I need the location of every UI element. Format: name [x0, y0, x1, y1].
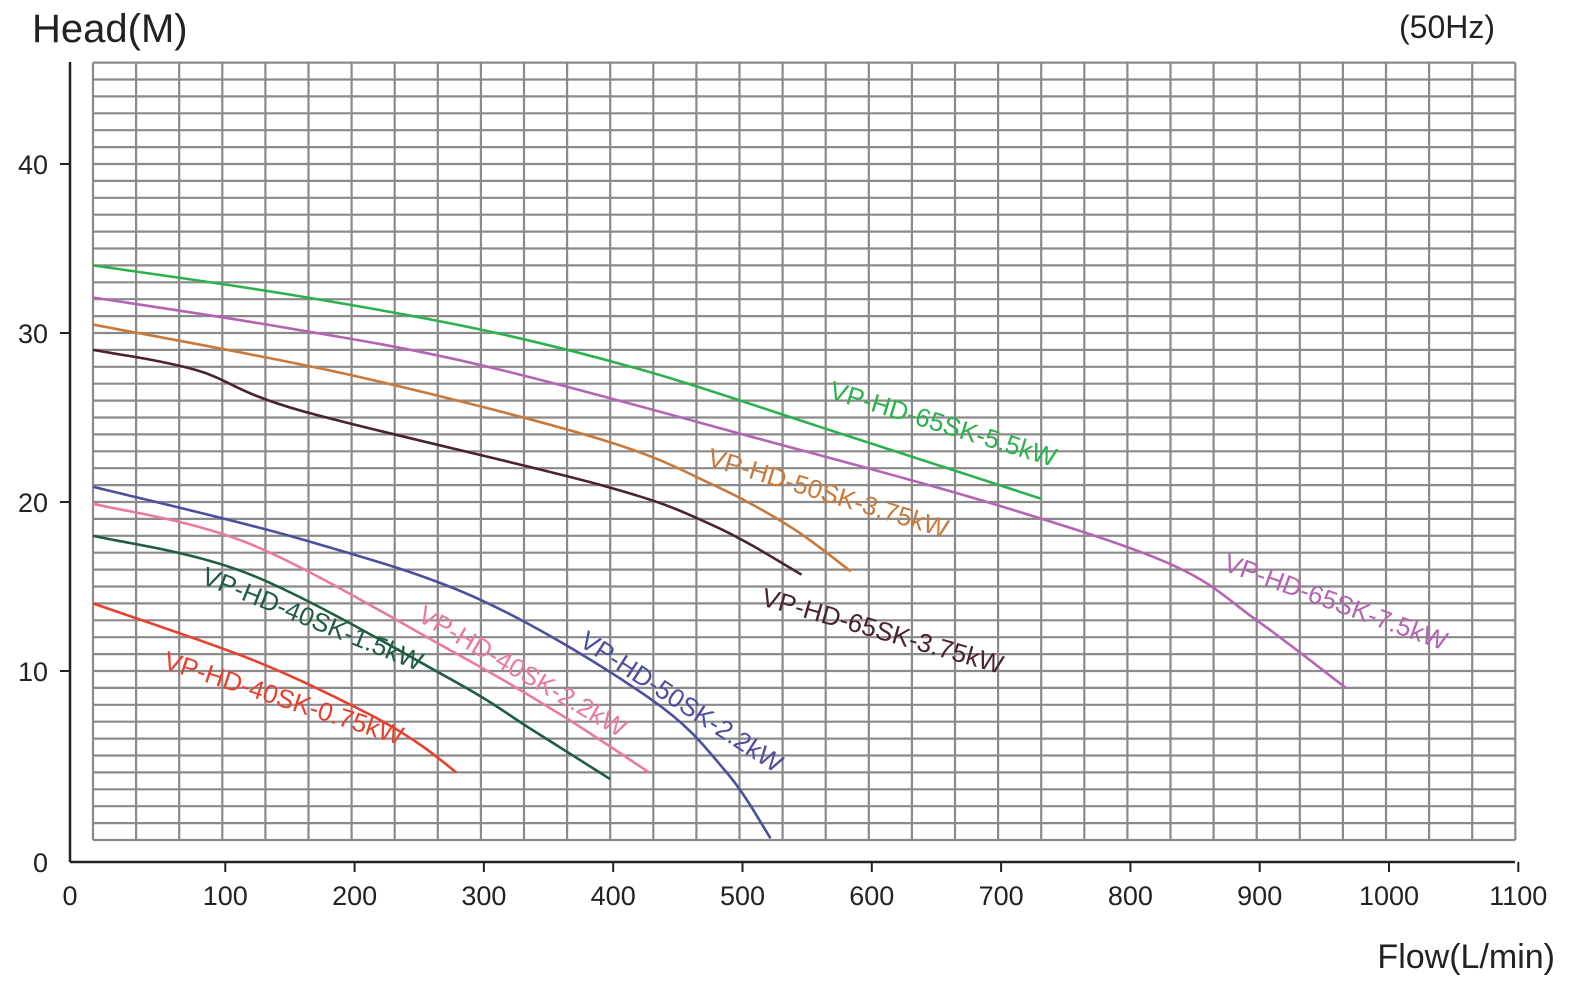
series-label: VP-HD-65SK-7.5kW — [1220, 547, 1452, 656]
x-tick-label: 0 — [62, 881, 77, 911]
series-label: VP-HD-65SK-5.5kW — [826, 375, 1060, 473]
y-tick-label: 40 — [18, 150, 48, 180]
x-tick-label: 300 — [461, 881, 506, 911]
x-tick-label: 1000 — [1359, 881, 1419, 911]
series-label: VP-HD-65SK-3.75kW — [758, 582, 1007, 680]
series-line — [92, 348, 803, 576]
x-tick-label: 100 — [203, 881, 248, 911]
series-line — [92, 264, 1042, 500]
y-tick-label: 10 — [18, 657, 48, 687]
y-tick-label: 20 — [18, 488, 48, 518]
tick-labels: 0 100 200 300 400 500 600 700 800 900 1000 1100 0 10 2… — [18, 150, 1547, 911]
series-line — [92, 534, 611, 781]
frequency-annotation: (50Hz) — [1399, 9, 1495, 45]
series-line — [92, 502, 650, 774]
y-tick-label: 0 — [33, 848, 48, 878]
series-label: VP-HD-40SK-0.75kW — [160, 645, 407, 751]
x-tick-label: 1100 — [1489, 881, 1547, 911]
series-line — [92, 323, 852, 573]
y-axis-label: Head(M) — [32, 7, 188, 51]
series-line — [92, 485, 772, 840]
series-labels: VP-HD-65SK-5.5kWVP-HD-65SK-7.5kWVP-HD-50… — [160, 375, 1452, 778]
x-axis-label: Flow(L/min) — [1377, 938, 1555, 976]
x-tick-label: 700 — [979, 881, 1024, 911]
series-line — [92, 602, 458, 774]
x-tick-label: 600 — [849, 881, 894, 911]
x-tick-label: 800 — [1108, 881, 1153, 911]
x-tick-label: 400 — [591, 881, 636, 911]
x-tick-label: 500 — [720, 881, 765, 911]
x-tick-label: 900 — [1237, 881, 1282, 911]
y-tick-label: 30 — [18, 319, 48, 349]
axes — [60, 62, 1520, 872]
series-lines — [92, 264, 1347, 840]
x-tick-label: 200 — [332, 881, 377, 911]
series-line — [92, 296, 1347, 689]
